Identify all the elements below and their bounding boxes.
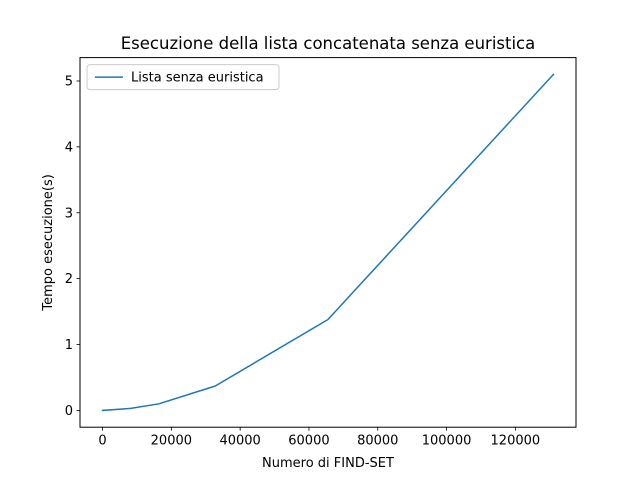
x-tick-label: 120000: [491, 434, 541, 449]
y-tick-label: 0: [65, 404, 73, 419]
y-axis-label: Tempo esecuzione(s): [41, 174, 56, 311]
legend-label: Lista senza euristica: [131, 71, 264, 86]
plot-area-frame: [79, 57, 577, 428]
series-line-0: [101, 73, 555, 412]
x-tick-label: 60000: [288, 434, 329, 449]
x-tick-label: 100000: [422, 434, 472, 449]
x-axis-ticks: 0 20000 40000 60000 80000 100000 120000: [98, 427, 540, 449]
chart-title: Esecuzione della lista concatenata senza…: [121, 34, 536, 53]
legend: Lista senza euristica: [86, 64, 280, 91]
y-tick-label: 3: [65, 206, 73, 221]
y-axis-ticks: 0 1 2 3 4 5: [65, 74, 80, 419]
x-tick-label: 40000: [219, 434, 260, 449]
y-tick-label: 1: [65, 338, 73, 353]
legend-box: [86, 64, 280, 91]
y-tick-label: 2: [65, 272, 73, 287]
y-tick-label: 5: [65, 74, 73, 89]
x-axis-label: Numero di FIND-SET: [262, 456, 394, 471]
x-tick-label: 20000: [151, 434, 192, 449]
y-tick-label: 4: [65, 140, 73, 155]
x-tick-label: 0: [98, 434, 106, 449]
x-tick-label: 80000: [357, 434, 398, 449]
plot-lines: [101, 73, 555, 412]
